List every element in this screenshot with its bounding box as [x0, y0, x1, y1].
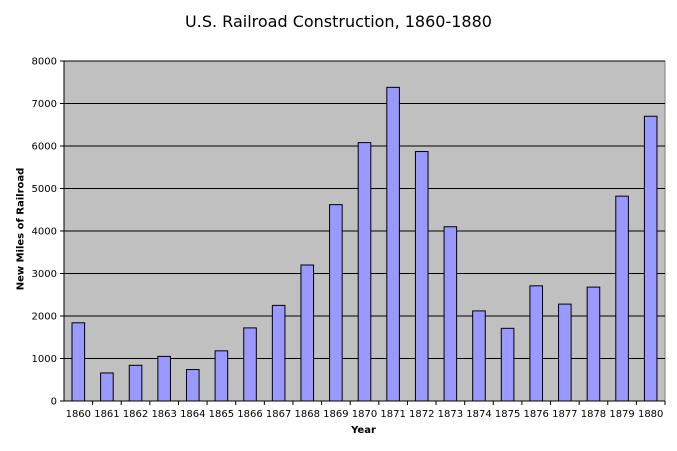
- x-tick-labels: 1860 1861 1862 1863 1864 1865 1866 1867 1868 1869…: [66, 409, 664, 420]
- bar-1868: [300, 264, 315, 402]
- y-tick-label: 0: [51, 397, 57, 408]
- bar-1879: [615, 195, 629, 402]
- y-tick-label: 7000: [32, 99, 57, 110]
- y-axis-title: New Miles of Railroad: [15, 167, 27, 291]
- bar-1863: [157, 355, 171, 402]
- axes: [60, 60, 666, 405]
- x-tick-label: 1865: [209, 409, 234, 420]
- bar-1869: [329, 204, 343, 402]
- bar-1864: [185, 369, 200, 402]
- x-tick-label: 1871: [380, 409, 405, 420]
- x-tick-label: 1875: [495, 409, 520, 420]
- x-tick-label: 1869: [323, 409, 348, 420]
- x-tick-label: 1864: [180, 409, 205, 420]
- x-tick-label: 1872: [409, 409, 434, 420]
- x-tick-label: 1866: [237, 409, 262, 420]
- bar-1870: [357, 142, 372, 402]
- bar-1875: [500, 327, 515, 402]
- x-tick-label: 1862: [123, 409, 148, 420]
- y-tick-label: 4000: [32, 227, 57, 238]
- y-tick-label: 5000: [32, 184, 57, 195]
- x-axis-title: Year: [351, 425, 376, 436]
- bar-1865: [214, 350, 229, 402]
- x-tick-label: 1863: [151, 409, 176, 420]
- x-tick-label: 1879: [609, 409, 634, 420]
- y-tick-label: 8000: [32, 57, 57, 68]
- bar-1861: [100, 372, 114, 402]
- x-tick-label: 1861: [94, 409, 119, 420]
- y-tick-label: 3000: [32, 269, 57, 280]
- x-tick-label: 1867: [266, 409, 291, 420]
- bar-1877: [558, 303, 572, 402]
- y-tick-label: 6000: [32, 142, 57, 153]
- bar-1880: [643, 115, 658, 402]
- x-tick-label: 1873: [438, 409, 463, 420]
- y-tick-label: 1000: [32, 354, 57, 365]
- x-tick-label: 1878: [581, 409, 606, 420]
- bar-1860: [71, 322, 86, 402]
- x-tick-label: 1870: [352, 409, 377, 420]
- chart-title: U.S. Railroad Construction, 1860-1880: [185, 12, 492, 31]
- x-tick-label: 1868: [295, 409, 320, 420]
- bar-1876: [529, 285, 544, 402]
- x-tick-label: 1874: [466, 409, 491, 420]
- x-tick-label: 1880: [638, 409, 663, 420]
- bar-1867: [271, 304, 286, 402]
- bar-1871: [386, 86, 400, 402]
- bar-1862: [128, 364, 143, 402]
- x-tick-label: 1877: [552, 409, 577, 420]
- y-tick-label: 2000: [32, 312, 57, 323]
- y-tick-labels: 0 1000 2000 3000 4000 5000 6000 7000 8000: [32, 57, 57, 408]
- bar-1878: [586, 286, 601, 402]
- x-tick-label: 1860: [66, 409, 91, 420]
- bar-1866: [243, 327, 257, 402]
- bar-1873: [443, 226, 458, 402]
- bar-1874: [472, 310, 486, 402]
- bar-1872: [414, 151, 429, 402]
- x-tick-label: 1876: [523, 409, 548, 420]
